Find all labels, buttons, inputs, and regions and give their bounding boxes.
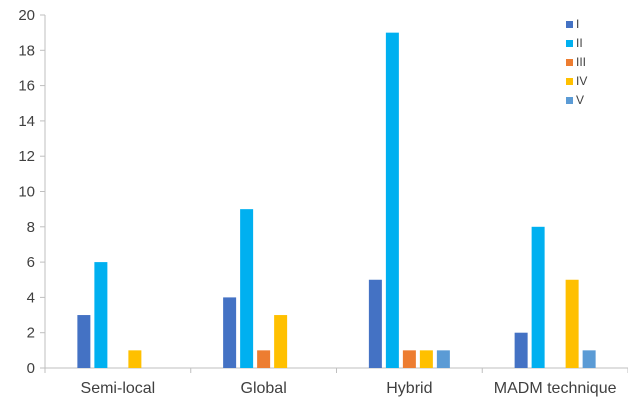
y-tick-label: 4 (27, 289, 35, 306)
bar-I-madm-technique (514, 332, 528, 368)
y-tick-label: 16 (18, 78, 35, 95)
bar-II-hybrid (385, 32, 399, 369)
bars (77, 32, 596, 369)
bar-I-hybrid (368, 279, 382, 368)
y-tick-label: 14 (18, 113, 35, 130)
legend-swatch-I (566, 21, 573, 28)
bar-IV-semi-local (128, 350, 142, 368)
bar-II-madm-technique (531, 226, 545, 368)
y-tick-label: 2 (27, 325, 35, 342)
legend-swatch-II (566, 40, 573, 47)
x-category-label: Semi-local (81, 380, 156, 397)
bar-I-semi-local (77, 315, 91, 368)
bar-III-global (257, 350, 271, 368)
y-tick-label: 18 (18, 42, 35, 59)
legend-swatch-V (566, 97, 573, 104)
bar-IV-madm-technique (565, 279, 579, 368)
legend-label-II: II (576, 36, 583, 50)
x-axis-labels: Semi-local Global Hybrid MADM technique (81, 380, 617, 397)
y-axis-ticks: 0 2 4 6 8 10 12 14 16 18 20 (18, 7, 45, 377)
bar-II-global (240, 209, 254, 368)
x-category-label: MADM technique (494, 380, 617, 397)
y-tick-label: 6 (27, 254, 35, 271)
x-category-label: Global (241, 380, 287, 397)
y-tick-label: 12 (18, 148, 35, 165)
y-tick-label: 20 (18, 7, 35, 24)
bar-II-semi-local (94, 262, 108, 368)
bar-IV-hybrid (419, 350, 433, 368)
y-tick-label: 0 (27, 360, 35, 377)
bar-V-hybrid (436, 350, 450, 368)
bar-IV-global (274, 315, 288, 368)
bar-V-madm-technique (582, 350, 596, 368)
y-tick-label: 8 (27, 219, 35, 236)
x-category-label: Hybrid (386, 380, 432, 397)
legend-label-I: I (576, 17, 579, 31)
bar-I-global (223, 297, 237, 368)
y-tick-label: 10 (18, 184, 35, 201)
legend-label-V: V (576, 93, 584, 107)
bar-III-hybrid (402, 350, 416, 368)
legend-label-III: III (576, 55, 586, 69)
legend-swatch-III (566, 59, 573, 66)
legend-label-IV: IV (576, 74, 587, 88)
legend-swatch-IV (566, 78, 573, 85)
